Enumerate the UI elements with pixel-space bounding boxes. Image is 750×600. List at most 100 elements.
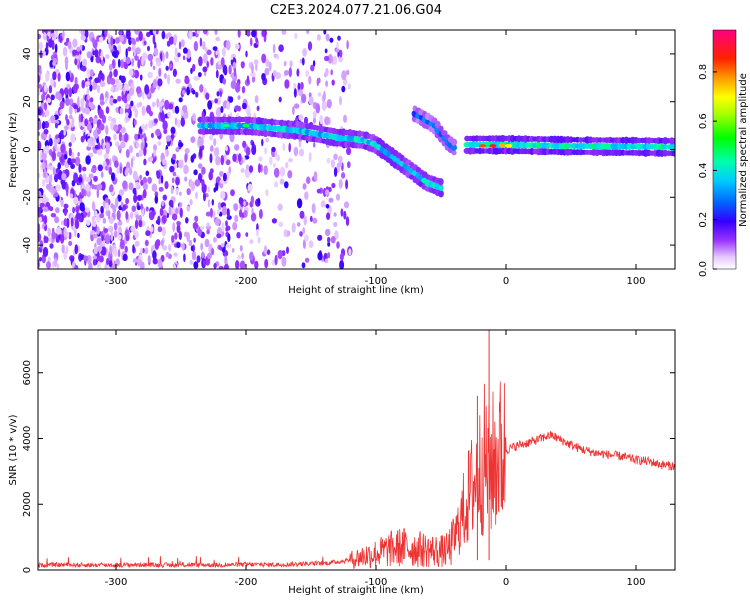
noise-cell	[324, 189, 330, 196]
noise-cell	[178, 231, 182, 240]
noise-cell	[230, 189, 235, 197]
noise-cell	[108, 216, 114, 224]
noise-cell	[336, 162, 343, 168]
noise-cell	[93, 175, 98, 182]
noise-cell	[283, 60, 287, 67]
noise-cell	[128, 167, 133, 176]
noise-cell	[296, 68, 300, 77]
noise-cell	[239, 209, 243, 218]
noise-cell	[85, 176, 91, 183]
noise-cell	[98, 108, 104, 119]
noise-cell	[308, 96, 314, 105]
noise-cell	[220, 106, 224, 113]
noise-cell	[199, 37, 203, 47]
noise-cell	[192, 89, 196, 95]
noise-cell	[254, 95, 259, 104]
noise-cell	[102, 217, 107, 224]
noise-cell	[94, 77, 100, 84]
noise-cell	[166, 32, 172, 38]
noise-cell	[65, 183, 69, 193]
noise-cell	[105, 142, 111, 149]
noise-cell	[165, 51, 169, 59]
noise-cell	[303, 215, 307, 226]
colorbar: 0.0 0.2 0.4 0.6 0.8 Normalized spectral ampl…	[698, 29, 749, 277]
noise-cell	[174, 105, 180, 114]
noise-cell	[131, 205, 137, 212]
noise-cell	[142, 132, 147, 139]
noise-cell	[153, 149, 157, 157]
noise-cell	[132, 187, 137, 195]
noise-cell	[141, 105, 146, 116]
noise-cell	[341, 85, 346, 93]
noise-cell	[171, 177, 175, 184]
hot-spot	[223, 123, 230, 128]
noise-cell	[315, 103, 321, 114]
noise-cell	[84, 118, 89, 127]
noise-cell	[60, 234, 65, 244]
noise-cell	[157, 141, 162, 146]
noise-cell	[72, 38, 78, 48]
noise-cell	[176, 224, 181, 233]
hot-spot	[479, 144, 487, 148]
noise-cell	[152, 30, 157, 35]
noise-cell	[163, 128, 168, 134]
noise-cell	[336, 41, 339, 49]
noise-cell	[101, 235, 104, 242]
noise-cell	[284, 181, 289, 189]
noise-cell	[83, 131, 86, 140]
noise-cell	[118, 189, 124, 196]
noise-cell	[88, 262, 93, 269]
noise-cell	[134, 108, 139, 118]
noise-cell	[62, 30, 65, 40]
noise-cell	[110, 86, 114, 93]
noise-cell	[68, 114, 73, 120]
noise-cell	[46, 164, 50, 170]
noise-cell	[81, 30, 84, 37]
noise-cell	[124, 245, 128, 253]
noise-cell	[117, 145, 122, 151]
noise-cell	[120, 126, 126, 134]
noise-cell	[284, 79, 290, 89]
noise-cell	[324, 258, 328, 264]
noise-cell	[104, 234, 111, 245]
noise-cell	[312, 110, 317, 119]
noise-cell	[53, 120, 60, 125]
noise-cell	[265, 137, 270, 143]
noise-cell	[333, 212, 337, 217]
noise-cell	[92, 137, 96, 148]
noise-cell	[253, 59, 259, 65]
noise-cell	[100, 60, 105, 67]
noise-cell	[86, 87, 90, 96]
noise-cell	[169, 165, 175, 173]
noise-cell	[317, 251, 323, 261]
noise-cell	[88, 173, 94, 179]
noise-cell	[51, 150, 57, 162]
snr-frame	[37, 329, 676, 571]
noise-cell	[333, 167, 338, 177]
noise-cell	[157, 226, 163, 233]
noise-cell	[170, 126, 176, 135]
noise-cell	[55, 236, 60, 243]
noise-cell	[331, 182, 336, 189]
noise-cell	[338, 178, 343, 189]
noise-cell	[162, 158, 167, 166]
noise-cell	[139, 247, 143, 254]
noise-cell	[82, 166, 87, 172]
noise-cell	[251, 75, 256, 83]
noise-cell	[277, 249, 283, 260]
noise-cell	[62, 46, 68, 57]
noise-cell	[243, 210, 248, 218]
noise-cell	[294, 103, 300, 109]
noise-cell	[118, 131, 123, 142]
noise-cell	[39, 202, 45, 208]
branch-cell	[451, 150, 457, 156]
noise-cell	[54, 43, 58, 53]
y-tick-label: 0	[22, 567, 33, 573]
noise-cell	[206, 252, 212, 259]
noise-cell	[163, 73, 167, 79]
noise-cell	[117, 249, 121, 258]
noise-cell	[304, 234, 309, 242]
noise-cell	[205, 92, 210, 100]
noise-cell	[194, 215, 199, 222]
y-tick-label: -20	[22, 189, 33, 205]
